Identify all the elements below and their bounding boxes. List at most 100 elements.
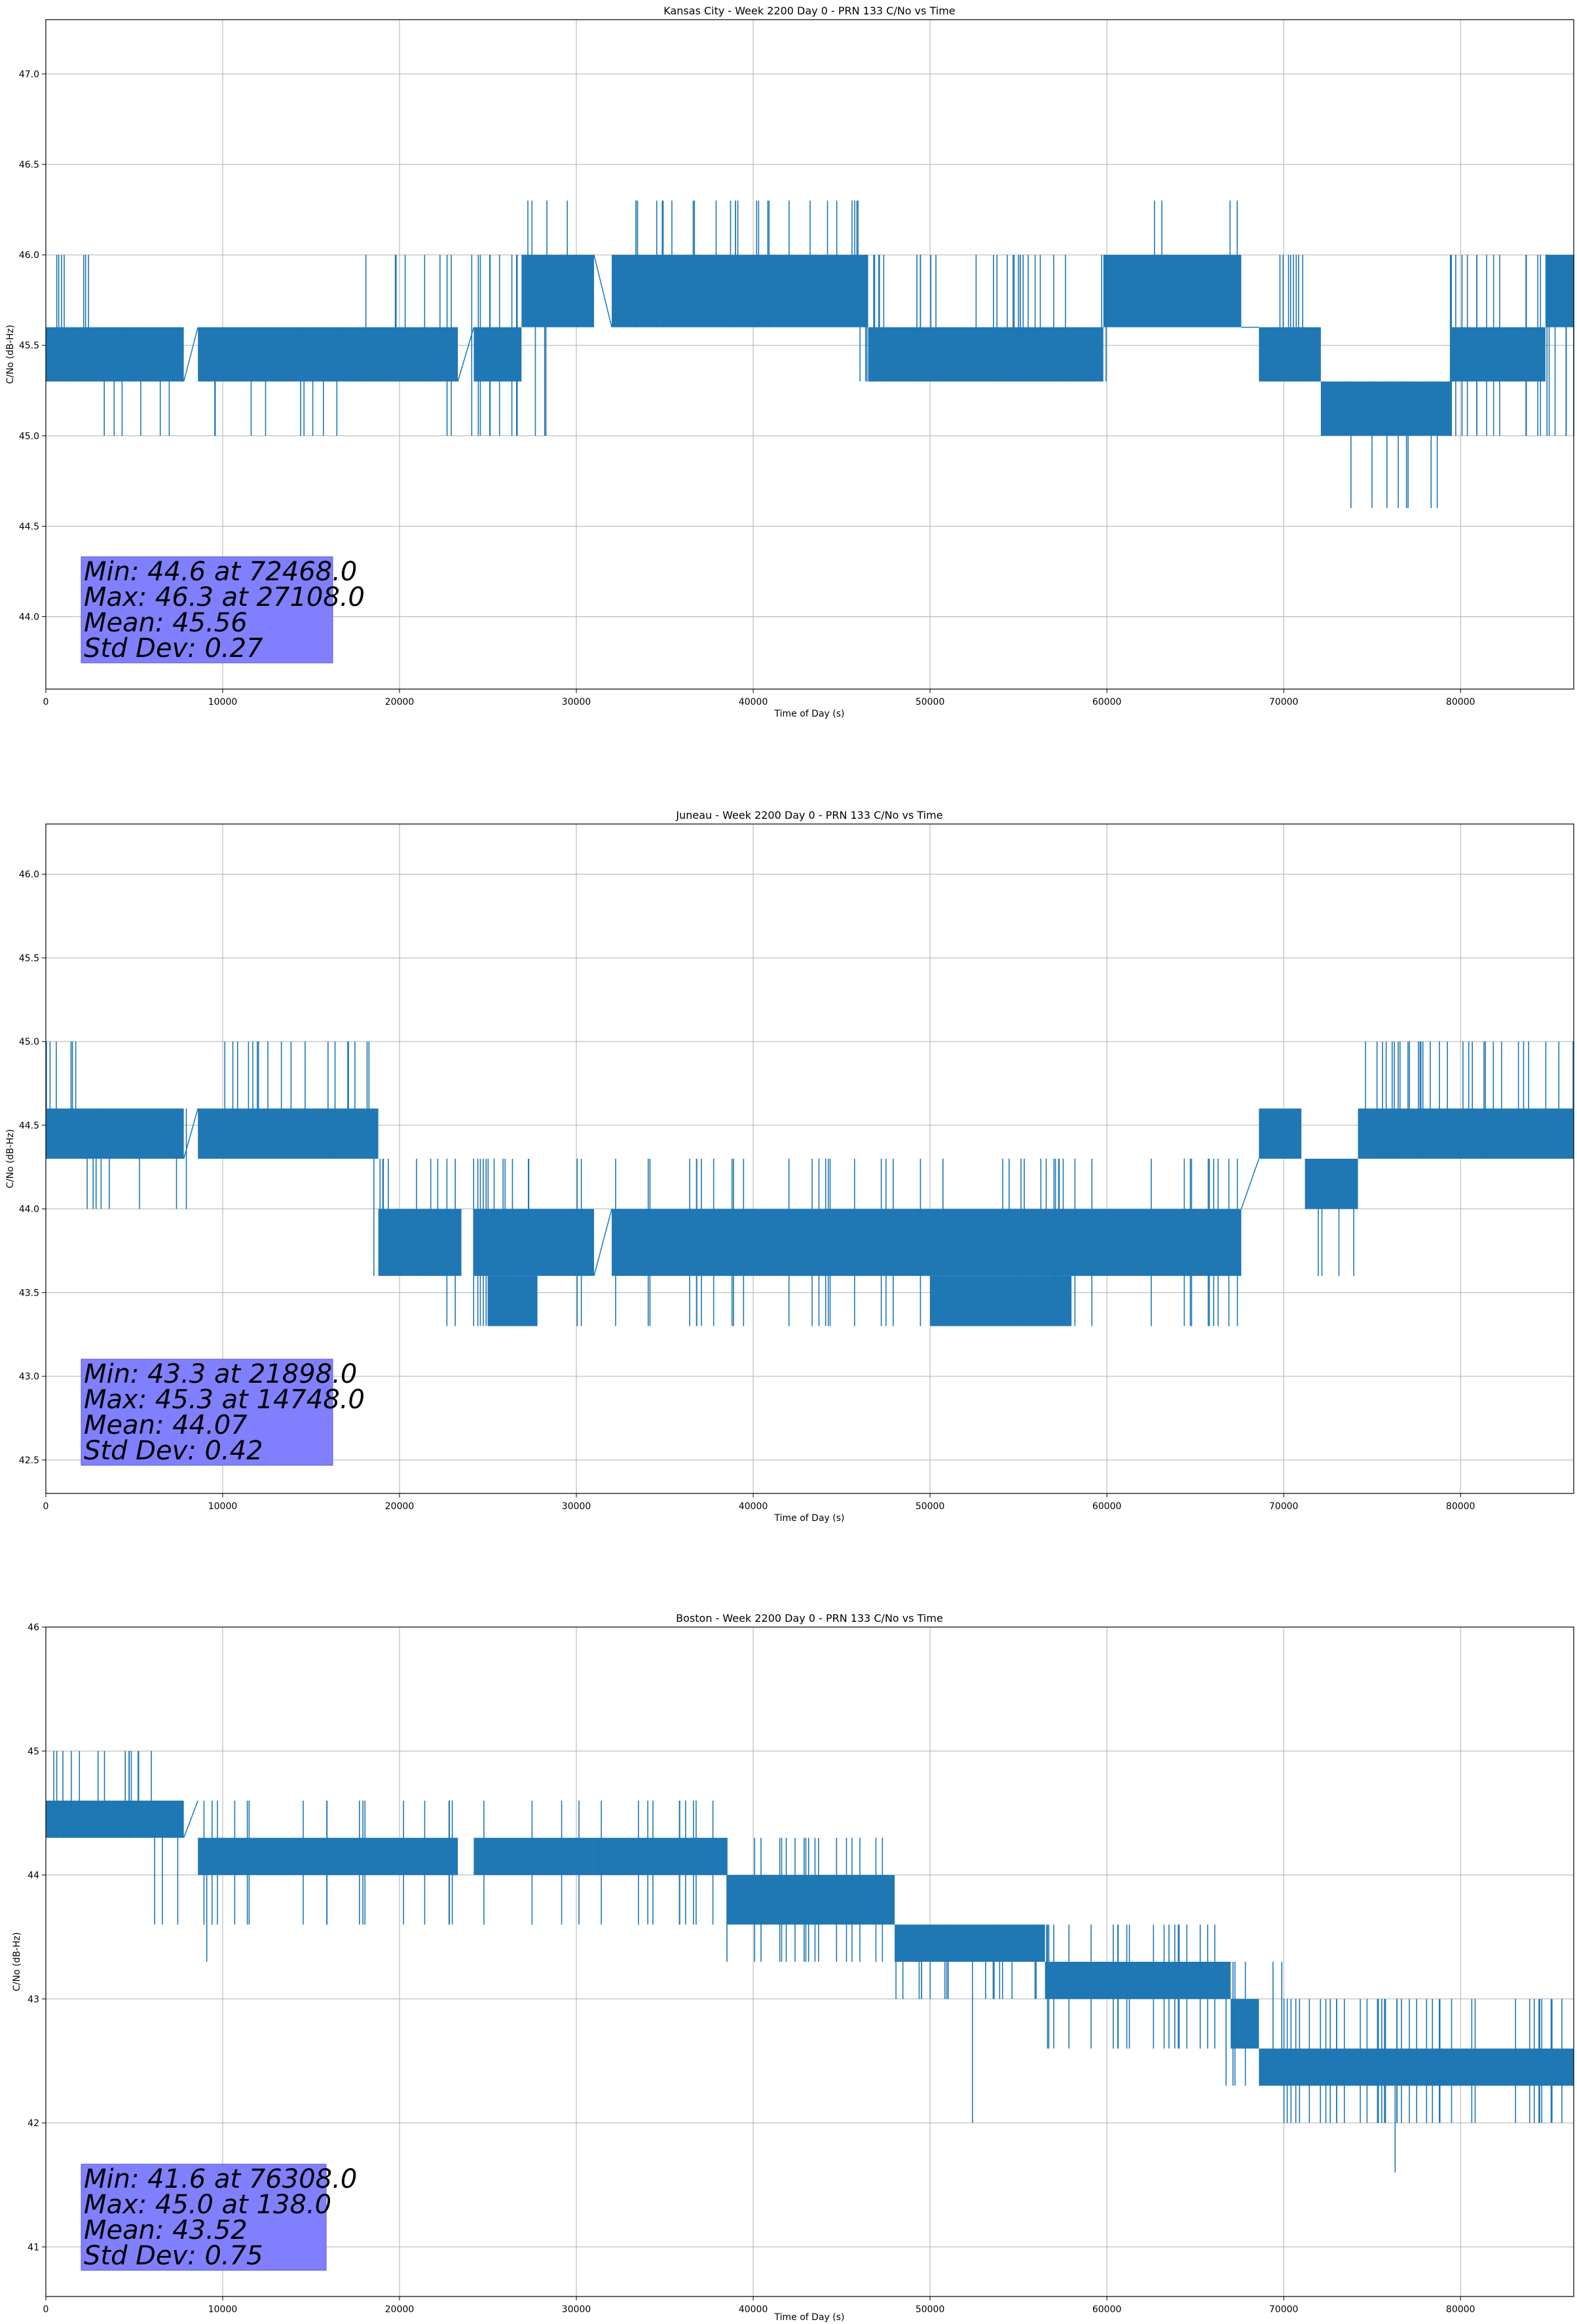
plot-frame (45, 823, 1574, 1494)
y-tick-label: 45.5 (19, 953, 39, 964)
series-band (521, 255, 595, 328)
x-tick-label: 10000 (208, 2304, 238, 2315)
x-tick-label: 20000 (385, 1501, 415, 1512)
series-band (930, 1275, 1072, 1326)
x-tick-label: 80000 (1446, 1501, 1475, 1512)
series-band (1259, 1108, 1302, 1159)
y-axis-label: C/No (dB-Hz) (12, 1932, 22, 1991)
series-band (473, 1209, 595, 1276)
x-axis-label: Time of Day (s) (774, 2312, 845, 2323)
stats-max: Max: 45.3 at 14748.0 (84, 1385, 365, 1415)
x-tick-label: 40000 (739, 2304, 768, 2315)
stats-min: Min: 43.3 at 21898.0 (84, 1359, 357, 1389)
series-band (1451, 327, 1546, 382)
stats-box-background (81, 556, 333, 664)
series-band (46, 1800, 184, 1838)
x-tick-label: 30000 (562, 697, 591, 707)
stats-max: Max: 45.0 at 138.0 (84, 2190, 331, 2220)
x-axis-label: Time of Day (s) (774, 1513, 845, 1524)
y-tick-label: 45.0 (19, 1037, 39, 1047)
series-band (378, 1209, 462, 1276)
x-tick-label: 0 (43, 1501, 49, 1512)
series-connector (593, 254, 612, 328)
plot-frame (45, 1626, 1574, 2297)
series-band (1305, 1159, 1358, 1209)
x-tick-label: 20000 (385, 697, 415, 707)
stats-std-dev: Std Dev: 0.75 (84, 2241, 263, 2271)
series-band (895, 1924, 1045, 1962)
x-tick-label: 50000 (916, 697, 945, 707)
stats-box-background (81, 1359, 333, 1466)
x-tick-label: 10000 (208, 1501, 238, 1512)
series-band (1545, 255, 1574, 328)
plot-frame (45, 19, 1574, 690)
series-band (198, 327, 458, 382)
chart-title: Juneau - Week 2200 Day 0 - PRN 133 C/No … (675, 809, 942, 821)
y-tick-label: 46.0 (19, 250, 39, 261)
stats-box: Min: 43.3 at 21898.0 Max: 45.3 at 14748.… (81, 1359, 365, 1466)
stats-mean: Mean: 45.56 (84, 608, 248, 638)
y-axis-label: C/No (dB-Hz) (5, 1129, 16, 1188)
y-tick-label: 44 (28, 1871, 39, 1881)
series-connector (457, 327, 475, 382)
series-band (612, 1209, 1242, 1276)
x-tick-label: 30000 (562, 2304, 591, 2315)
y-tick-label: 45.5 (19, 341, 39, 351)
x-axis-ticks: 0 10000 20000 30000 40000 50000 60000 70000 8000… (43, 2296, 1475, 2315)
chart-title: Kansas City - Week 2200 Day 0 - PRN 133 … (663, 5, 955, 17)
y-axis-ticks: 44.0 44.5 45.0 45.5 46.0 46.5 47.0 (19, 69, 46, 623)
y-tick-label: 43.0 (19, 1372, 39, 1382)
y-tick-label: 47.0 (19, 69, 39, 80)
y-axis-ticks: 42.5 43.0 43.5 44.0 44.5 45.0 45.5 46.0 (19, 870, 46, 1466)
y-tick-label: 41 (28, 2242, 39, 2253)
y-tick-label: 46.0 (19, 870, 39, 880)
x-axis-ticks: 0 10000 20000 30000 40000 50000 60000 70000 8000… (43, 689, 1475, 707)
x-tick-label: 70000 (1269, 1501, 1299, 1512)
x-tick-label: 40000 (739, 1501, 768, 1512)
stats-mean: Mean: 43.52 (84, 2215, 248, 2245)
x-tick-label: 60000 (1092, 2304, 1122, 2315)
stats-min: Min: 41.6 at 76308.0 (84, 2164, 357, 2194)
y-tick-label: 45.0 (19, 431, 39, 441)
series-cno (46, 200, 1574, 508)
x-tick-label: 40000 (739, 697, 768, 707)
series-connector (183, 327, 198, 382)
stats-box: Min: 41.6 at 76308.0 Max: 45.0 at 138.0 … (81, 2164, 357, 2271)
x-tick-label: 70000 (1269, 2304, 1299, 2315)
x-tick-label: 50000 (916, 1501, 945, 1512)
x-tick-label: 70000 (1269, 697, 1299, 707)
series-band (1259, 327, 1321, 382)
series-band (726, 1875, 895, 1925)
series-cno (46, 1041, 1574, 1326)
series-cno (46, 1751, 1574, 2173)
y-tick-label: 44.0 (19, 1205, 39, 1215)
y-tick-label: 44.5 (19, 521, 39, 532)
series-band (612, 255, 868, 328)
y-tick-label: 42.5 (19, 1455, 39, 1466)
x-axis-label: Time of Day (s) (774, 709, 845, 719)
panel-boston: 0 10000 20000 30000 40000 50000 60000 70000 8000… (12, 1612, 1574, 2323)
stats-max: Max: 46.3 at 27108.0 (84, 582, 365, 612)
series-band (1045, 1962, 1231, 1999)
y-tick-label: 43 (28, 1995, 39, 2005)
series-connector (183, 1800, 198, 1839)
series-band (198, 1837, 458, 1875)
stats-std-dev: Std Dev: 0.27 (84, 633, 263, 664)
x-tick-label: 0 (43, 2304, 49, 2315)
series-band (1358, 1108, 1574, 1159)
stats-box-background (81, 2164, 327, 2271)
series-band (1320, 381, 1452, 436)
x-tick-label: 50000 (916, 2304, 945, 2315)
series-band (868, 327, 1104, 382)
x-tick-label: 0 (43, 697, 49, 707)
x-tick-label: 60000 (1092, 1501, 1122, 1512)
stats-min: Min: 44.6 at 72468.0 (84, 557, 357, 587)
y-tick-label: 44.5 (19, 1121, 39, 1131)
chart-title: Boston - Week 2200 Day 0 - PRN 133 C/No … (676, 1612, 943, 1624)
x-axis-ticks: 0 10000 20000 30000 40000 50000 60000 70000 8000… (43, 1493, 1475, 1512)
stats-std-dev: Std Dev: 0.42 (84, 1436, 263, 1466)
x-tick-label: 20000 (385, 2304, 415, 2315)
y-tick-label: 46.5 (19, 160, 39, 170)
y-tick-label: 45 (28, 1746, 39, 1757)
